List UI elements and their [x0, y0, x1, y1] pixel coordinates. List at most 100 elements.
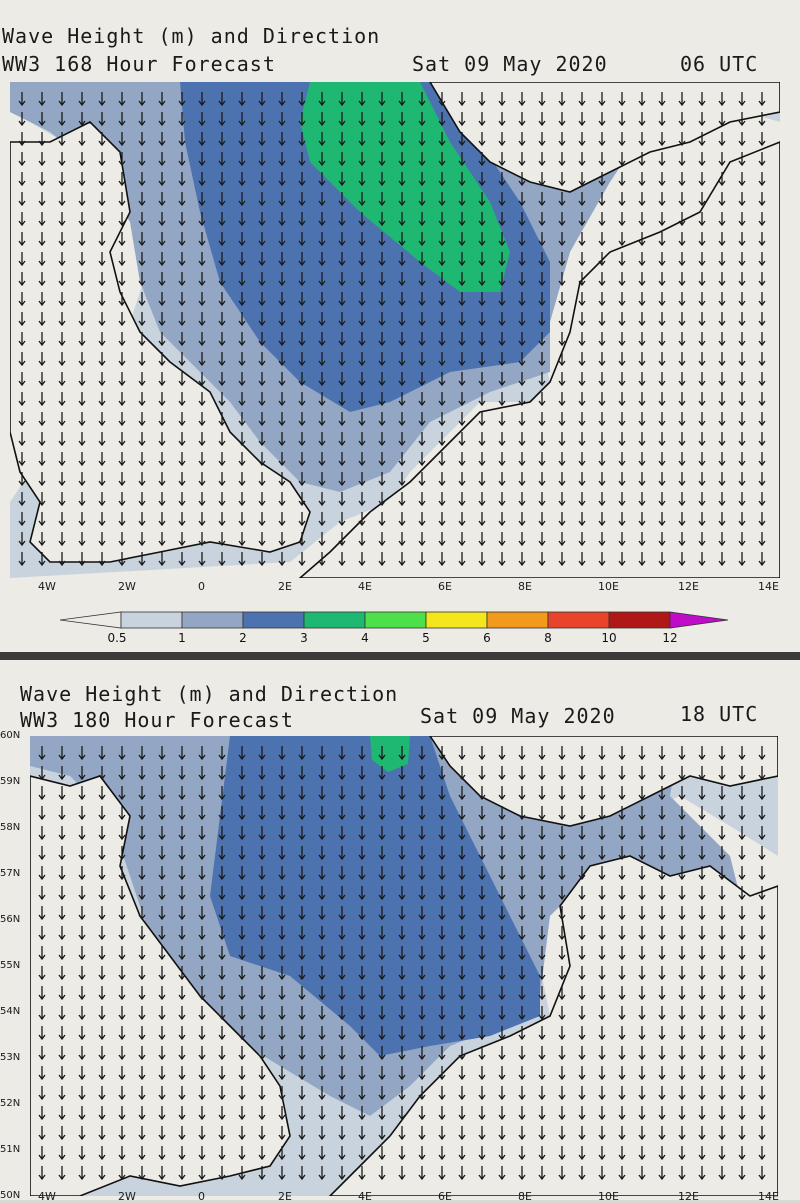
direction-arrow — [58, 946, 66, 961]
direction-arrow — [338, 272, 346, 287]
direction-arrow — [258, 152, 266, 167]
direction-arrow — [358, 132, 366, 147]
direction-arrow — [278, 1066, 286, 1081]
direction-arrow — [378, 452, 386, 467]
direction-arrow — [398, 172, 406, 187]
direction-arrow — [18, 492, 26, 507]
direction-arrow — [138, 806, 146, 821]
direction-arrow — [498, 352, 506, 367]
direction-arrow — [178, 1146, 186, 1161]
direction-arrow — [218, 152, 226, 167]
direction-arrow — [638, 1146, 646, 1161]
direction-arrow — [318, 926, 326, 941]
direction-arrow — [638, 1006, 646, 1021]
direction-arrow — [258, 1166, 266, 1181]
direction-arrow — [238, 472, 246, 487]
direction-arrow — [498, 986, 506, 1001]
direction-arrow — [758, 232, 766, 247]
direction-arrow — [738, 1026, 746, 1041]
direction-arrow — [478, 1106, 486, 1121]
direction-arrow — [738, 232, 746, 247]
direction-arrow — [378, 1106, 386, 1121]
direction-arrow — [18, 512, 26, 527]
direction-arrow — [358, 172, 366, 187]
direction-arrow — [518, 886, 526, 901]
direction-arrow — [618, 1006, 626, 1021]
direction-arrow — [438, 1066, 446, 1081]
direction-arrow — [178, 152, 186, 167]
direction-arrow — [518, 372, 526, 387]
direction-arrow — [638, 412, 646, 427]
direction-arrow — [158, 272, 166, 287]
direction-arrow — [598, 372, 606, 387]
direction-arrow — [358, 452, 366, 467]
direction-arrow — [218, 1086, 226, 1101]
direction-arrow — [298, 1086, 306, 1101]
direction-arrow — [278, 152, 286, 167]
direction-arrow — [198, 886, 206, 901]
direction-arrow — [178, 252, 186, 267]
direction-arrow — [158, 252, 166, 267]
direction-arrow — [758, 472, 766, 487]
direction-arrow — [758, 92, 766, 107]
direction-arrow — [18, 192, 26, 207]
direction-arrow — [178, 906, 186, 921]
latitude-tick-label: 54N — [0, 1006, 21, 1017]
direction-arrow — [658, 866, 666, 881]
direction-arrow — [158, 172, 166, 187]
direction-arrow — [258, 766, 266, 781]
direction-arrow — [478, 152, 486, 167]
direction-arrow — [398, 192, 406, 207]
direction-arrow — [458, 452, 466, 467]
direction-arrow — [578, 1066, 586, 1081]
direction-arrow — [378, 512, 386, 527]
direction-arrow — [378, 432, 386, 447]
direction-arrow — [598, 332, 606, 347]
land-norway — [429, 82, 780, 193]
direction-arrow — [578, 1126, 586, 1141]
direction-arrow — [158, 372, 166, 387]
direction-arrow — [538, 826, 546, 841]
direction-arrow — [218, 212, 226, 227]
direction-arrow — [58, 886, 66, 901]
direction-arrow — [198, 272, 206, 287]
direction-arrow — [118, 132, 126, 147]
direction-arrow — [98, 906, 106, 921]
direction-arrow — [518, 766, 526, 781]
direction-arrow — [178, 512, 186, 527]
direction-arrow — [618, 152, 626, 167]
direction-arrow — [758, 946, 766, 961]
direction-arrow — [38, 132, 46, 147]
direction-arrow — [758, 252, 766, 267]
direction-arrow — [478, 1086, 486, 1101]
direction-arrow — [238, 1166, 246, 1181]
direction-arrow — [438, 252, 446, 267]
direction-arrow — [118, 1166, 126, 1181]
direction-arrow — [38, 272, 46, 287]
direction-arrow — [598, 112, 606, 127]
direction-arrow — [98, 1066, 106, 1081]
direction-arrow — [698, 432, 706, 447]
direction-arrow — [218, 1046, 226, 1061]
direction-arrow — [498, 432, 506, 447]
direction-arrow — [358, 1026, 366, 1041]
direction-arrow — [518, 966, 526, 981]
colorbar-segment — [608, 611, 671, 629]
direction-arrow — [578, 552, 586, 567]
direction-arrow — [438, 312, 446, 327]
direction-arrow — [58, 1046, 66, 1061]
direction-arrow — [618, 512, 626, 527]
direction-arrow — [378, 1126, 386, 1141]
direction-arrow — [438, 806, 446, 821]
direction-arrow — [558, 312, 566, 327]
direction-arrow — [258, 806, 266, 821]
direction-arrow — [478, 112, 486, 127]
direction-arrow — [578, 746, 586, 761]
direction-arrow — [38, 392, 46, 407]
direction-arrow — [718, 1146, 726, 1161]
direction-arrow — [758, 332, 766, 347]
direction-arrow — [698, 232, 706, 247]
direction-arrow — [338, 132, 346, 147]
direction-arrow — [358, 512, 366, 527]
direction-arrow — [718, 152, 726, 167]
